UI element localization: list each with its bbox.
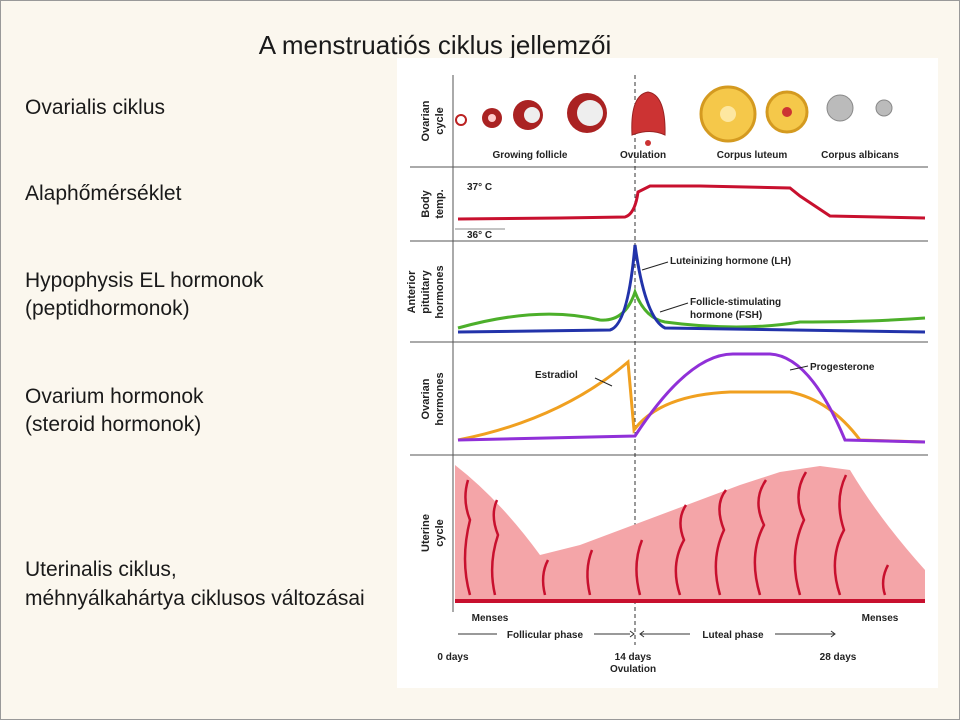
left-label: Uterinalis ciklus, bbox=[25, 558, 177, 581]
left-label: méhnyálkahártya ciklusos változásai bbox=[25, 587, 365, 610]
left-label: (steroid hormonok) bbox=[25, 413, 201, 436]
left-label: (peptidhormonok) bbox=[25, 297, 190, 320]
stage-label: Ovulation bbox=[620, 150, 666, 161]
stage-label: Growing follicle bbox=[492, 150, 567, 161]
pointer bbox=[594, 377, 613, 387]
row-label: temp. bbox=[434, 189, 446, 218]
day-label: 0 days bbox=[437, 652, 469, 663]
pointer bbox=[641, 261, 669, 271]
row-label: hormones bbox=[434, 265, 446, 318]
row-dividers bbox=[410, 166, 928, 456]
row-label: Ovarian bbox=[420, 378, 432, 419]
estradiol-curve bbox=[457, 358, 926, 444]
hormone-label: Luteinizing hormone (LH) bbox=[670, 256, 791, 267]
temp-label: 36° C bbox=[467, 230, 492, 241]
left-label: Hypophysis EL hormonok bbox=[25, 269, 264, 292]
hormone-label: hormone (FSH) bbox=[690, 310, 762, 321]
uterine-vessels bbox=[463, 471, 890, 596]
row-label: Body bbox=[420, 189, 432, 217]
phase-label: Luteal phase bbox=[702, 630, 764, 641]
slide-title: A menstruatiós ciklus jellemzői bbox=[259, 30, 612, 60]
hormone-label: Progesterone bbox=[810, 362, 875, 373]
row-label: Uterine bbox=[420, 514, 432, 552]
figure: Ovarian cycle Body temp. Anterior pituit… bbox=[397, 58, 938, 688]
left-label: Ovarialis ciklus bbox=[25, 96, 165, 119]
menses-label: Menses bbox=[472, 613, 509, 624]
day-label: 14 days bbox=[615, 652, 652, 663]
hormone-label: Estradiol bbox=[535, 370, 578, 381]
row-label: Anterior bbox=[406, 270, 418, 314]
left-label: Alaphőmérséklet bbox=[25, 182, 182, 205]
row-label: pituitary bbox=[420, 269, 432, 313]
day-label: Ovulation bbox=[610, 664, 656, 675]
phase-label: Follicular phase bbox=[507, 630, 584, 641]
day-label: 28 days bbox=[820, 652, 857, 663]
menses-label: Menses bbox=[862, 613, 899, 624]
temp-curve bbox=[457, 184, 926, 221]
ovary-icons bbox=[455, 85, 893, 146]
progesterone-curve bbox=[457, 352, 926, 444]
row-label: cycle bbox=[434, 107, 446, 135]
lh-curve bbox=[457, 244, 926, 334]
pointer bbox=[659, 302, 689, 313]
stage-label: Corpus albicans bbox=[821, 150, 899, 161]
temp-label: 37° C bbox=[467, 182, 492, 193]
hormone-label: Follicle-stimulating bbox=[690, 297, 781, 308]
left-label: Ovarium hormonok bbox=[25, 385, 204, 408]
endometrium bbox=[455, 465, 925, 600]
stage-label: Corpus luteum bbox=[717, 150, 788, 161]
row-label: hormones bbox=[434, 372, 446, 425]
row-label: cycle bbox=[434, 519, 446, 547]
pointer bbox=[789, 365, 809, 371]
phase-arrows bbox=[458, 630, 836, 638]
row-label: Ovarian bbox=[420, 100, 432, 141]
